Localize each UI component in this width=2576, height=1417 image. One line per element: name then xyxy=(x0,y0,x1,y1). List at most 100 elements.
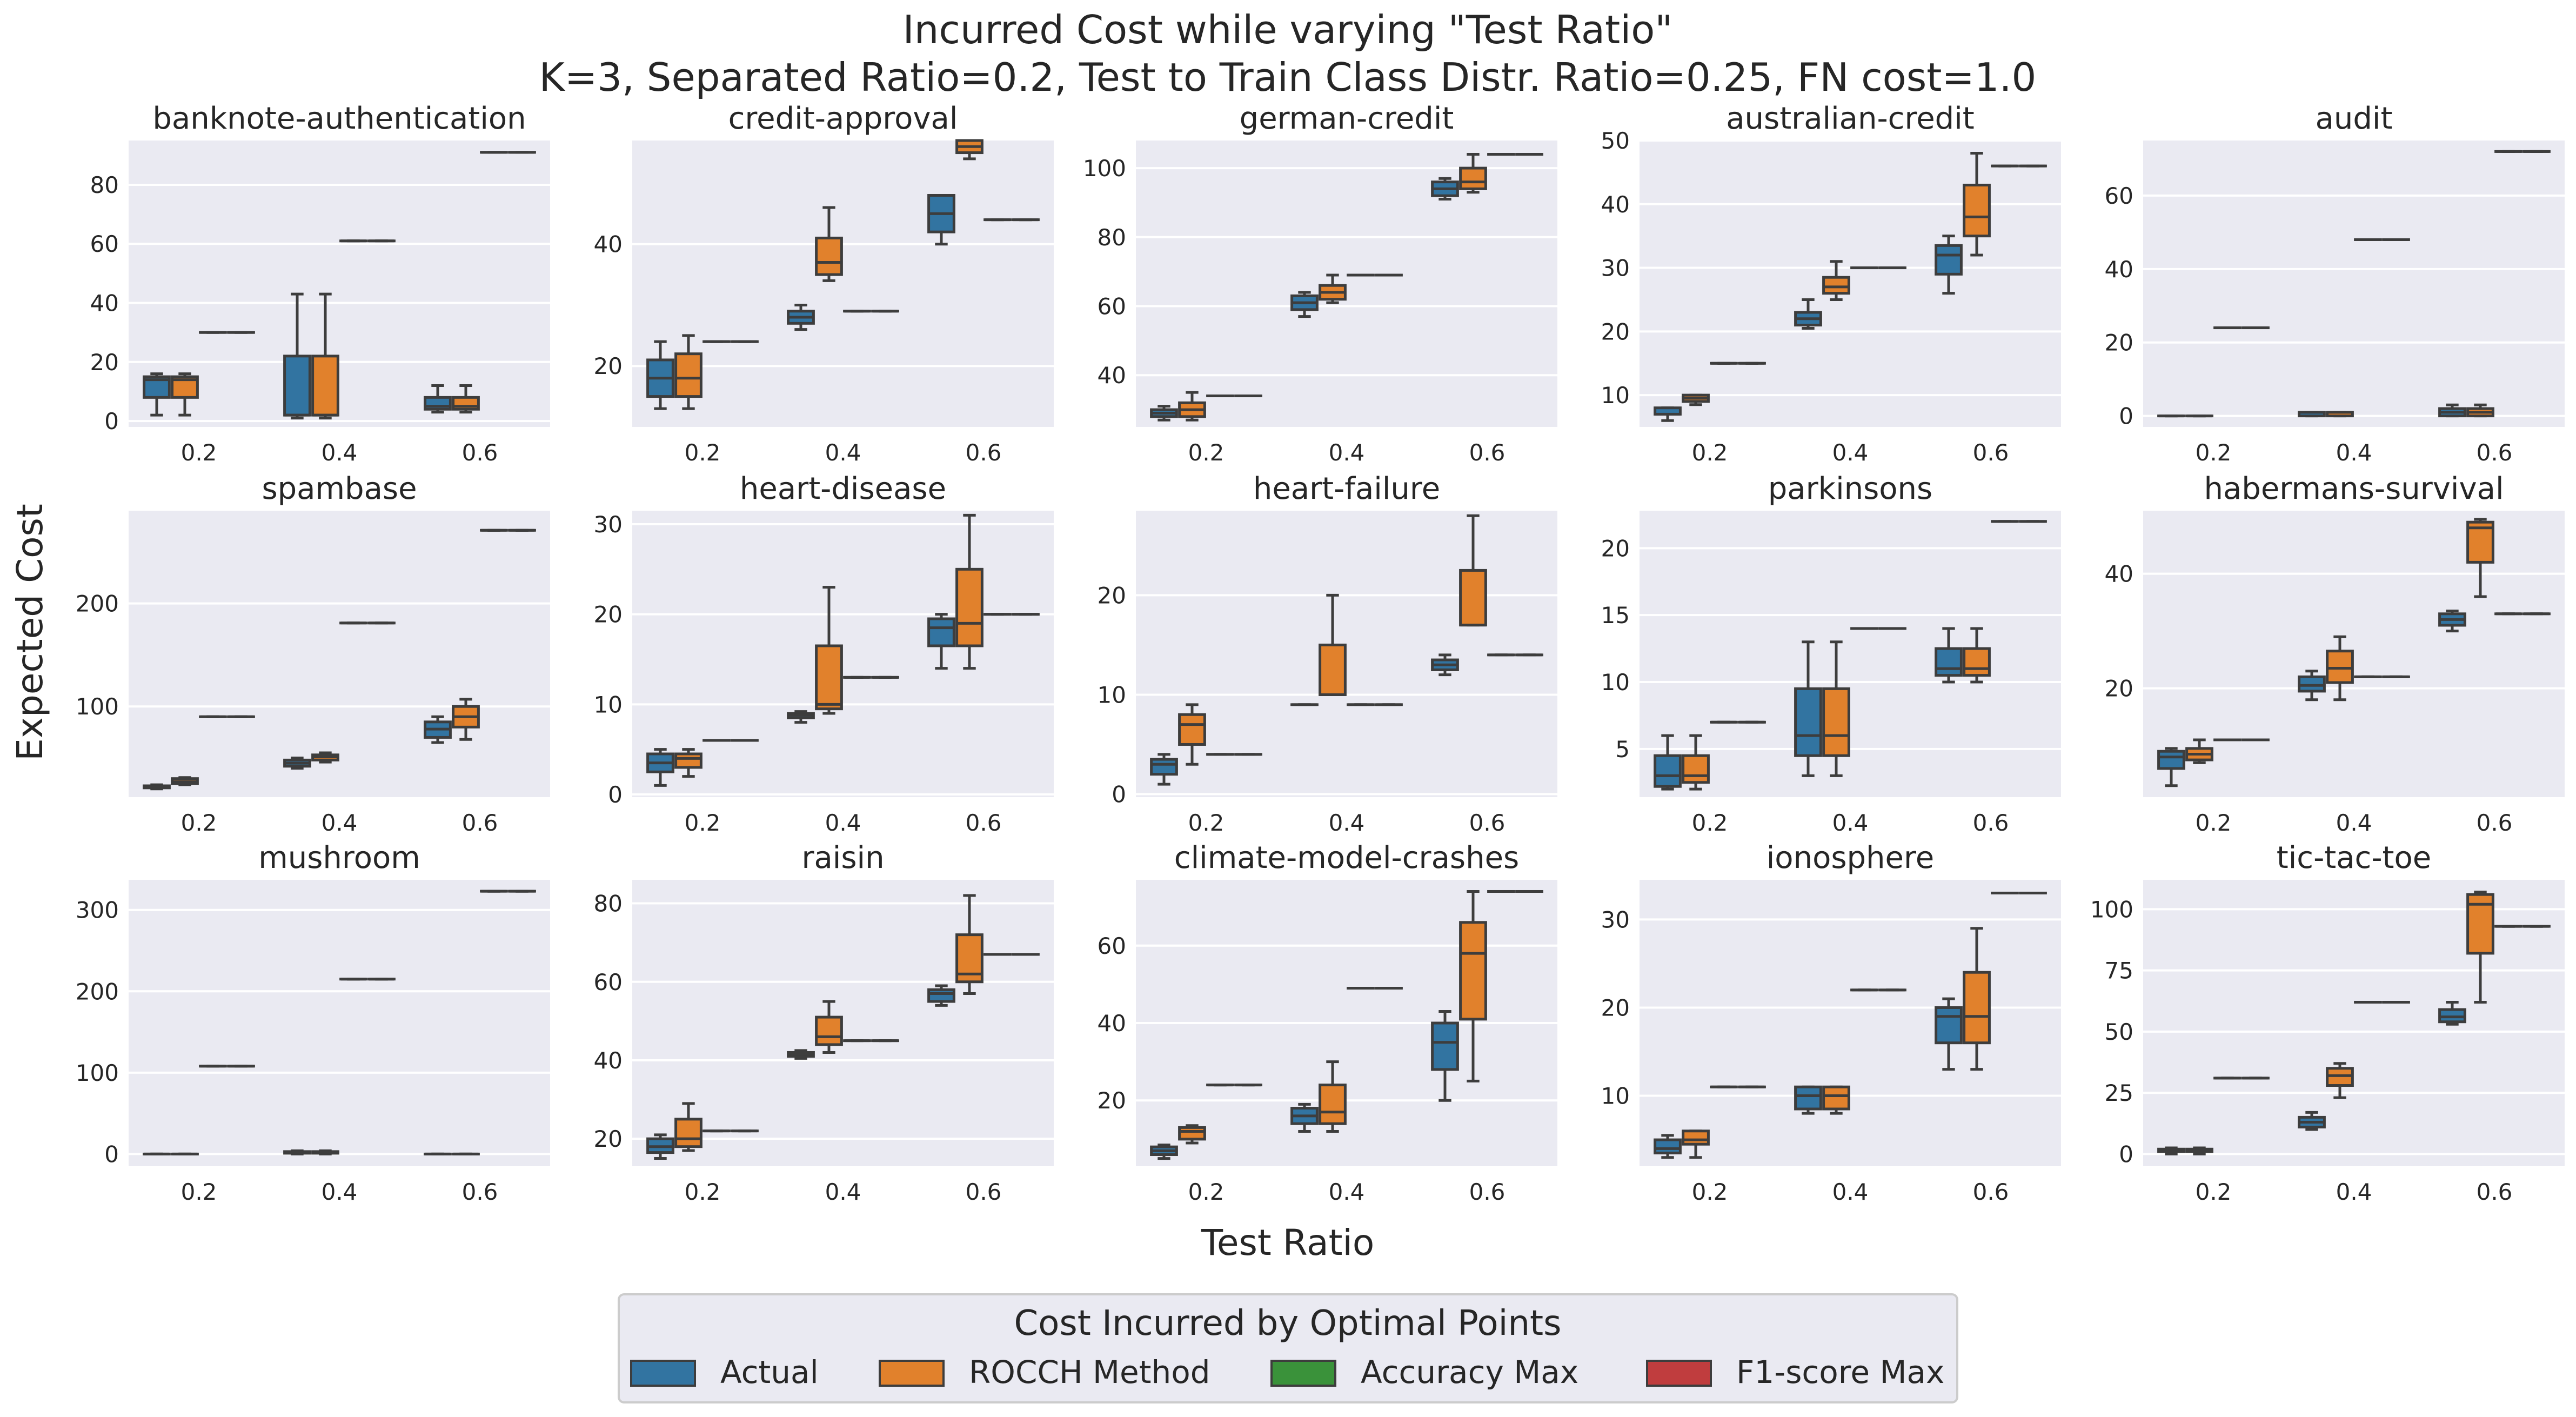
plot-area xyxy=(129,511,550,797)
x-tick-label: 0.4 xyxy=(1832,439,1869,466)
box-Actual-0.4 xyxy=(2298,411,2326,418)
box-ROCCH Method-0.2 xyxy=(674,748,702,778)
x-tick-label: 0.2 xyxy=(181,439,217,466)
box-body xyxy=(1654,1138,1682,1155)
box-body xyxy=(815,236,843,276)
subplot-climate-model-crashes: climate-model-crashes 20 40 60 0.2 0.4 0.6 xyxy=(1098,840,1557,1205)
box-body xyxy=(1459,921,1487,1021)
box-body xyxy=(815,1015,843,1046)
box-Actual-0.6 xyxy=(2438,610,2466,633)
plot-area xyxy=(1136,141,1557,427)
x-tick-label: 0.6 xyxy=(1973,439,2009,466)
subplot-spambase: spambase 100 200 0.2 0.4 0.6 xyxy=(76,471,550,836)
subplot-habermans-survival: habermans-survival 20 40 0.2 0.4 0.6 xyxy=(2105,471,2565,836)
plot-area xyxy=(632,511,1054,797)
plot-area xyxy=(129,880,550,1166)
x-tick-label: 0.6 xyxy=(1469,1179,1506,1205)
box-Actual-0.4 xyxy=(1794,298,1822,330)
box-body xyxy=(311,355,339,417)
y-tick-label: 20 xyxy=(594,601,623,628)
box-body xyxy=(2326,650,2354,684)
box-Actual-0.6 xyxy=(927,613,955,670)
box-Actual-0.4 xyxy=(787,303,815,331)
box-ROCCH Method-0.4 xyxy=(2326,635,2354,701)
y-tick-label: 10 xyxy=(1098,681,1126,708)
box-ROCCH Method-0.6 xyxy=(1459,514,1487,627)
x-tick-label: 0.6 xyxy=(1469,439,1506,466)
legend-swatch xyxy=(630,1360,696,1387)
subplot-title: australian-credit xyxy=(1726,101,1975,136)
subplot-mushroom: mushroom 0 100 200 300 0.2 0.4 0.6 xyxy=(76,840,550,1205)
y-tick-label: 30 xyxy=(1601,255,1630,282)
y-tick-label: 25 xyxy=(2105,1080,2133,1106)
y-tick-label: 60 xyxy=(90,231,119,257)
box-body xyxy=(1794,687,1822,757)
box-ROCCH Method-0.4 xyxy=(1319,593,1347,696)
y-tick-label: 80 xyxy=(1098,224,1126,251)
plot-area xyxy=(2143,141,2565,427)
plot-area xyxy=(129,141,550,427)
box-Actual-0.4 xyxy=(283,757,311,770)
box-Actual-0.2 xyxy=(1150,1144,1178,1160)
box-ROCCH Method-0.2 xyxy=(2185,1146,2213,1155)
box-body xyxy=(1822,1085,1850,1111)
x-tick-label: 0.6 xyxy=(462,439,498,466)
box-body xyxy=(1319,643,1347,696)
x-tick-label: 0.2 xyxy=(2196,1179,2232,1205)
box-ROCCH Method-0.4 xyxy=(1822,640,1850,777)
y-tick-label: 5 xyxy=(1615,736,1630,763)
x-tick-label: 0.6 xyxy=(1973,1179,2009,1205)
y-tick-label: 50 xyxy=(2105,1019,2133,1045)
subplot-title: ionosphere xyxy=(1767,840,1935,875)
box-Actual-0.2 xyxy=(646,1133,674,1160)
x-tick-label: 0.4 xyxy=(825,1179,861,1205)
box-ROCCH Method-0.2 xyxy=(2185,738,2213,764)
box-body xyxy=(2298,675,2326,693)
x-tick-label: 0.2 xyxy=(1692,810,1728,836)
x-tick-label: 0.2 xyxy=(1692,439,1728,466)
x-tick-label: 0.6 xyxy=(2477,810,2513,836)
x-tick-label: 0.2 xyxy=(685,1179,721,1205)
box-Actual-0.2 xyxy=(143,372,171,417)
x-tick-label: 0.6 xyxy=(966,439,1002,466)
legend-swatch xyxy=(1270,1360,1336,1387)
box-Actual-0.2 xyxy=(2157,747,2185,787)
box-body xyxy=(1935,1006,1963,1045)
legend-swatch xyxy=(879,1360,945,1387)
y-tick-label: 20 xyxy=(1601,535,1630,562)
box-ROCCH Method-0.2 xyxy=(1178,391,1206,422)
legend-items: Actual ROCCH Method Accuracy Max F1-score M… xyxy=(630,1354,1944,1391)
y-tick-label: 30 xyxy=(1601,906,1630,933)
figure-title-line1: Incurred Cost while varying "Test Ratio" xyxy=(903,7,1673,52)
box-body xyxy=(1459,166,1487,190)
y-tick-label: 40 xyxy=(2105,256,2133,283)
y-tick-label: 40 xyxy=(594,1047,623,1074)
box-ROCCH Method-0.4 xyxy=(311,292,339,420)
box-ROCCH Method-0.4 xyxy=(311,1149,339,1155)
box-body xyxy=(1935,647,1963,677)
y-tick-label: 20 xyxy=(2105,676,2133,702)
x-tick-label: 0.4 xyxy=(2336,810,2372,836)
box-Actual-0.2 xyxy=(1654,406,1682,422)
box-body xyxy=(1682,1129,1710,1146)
subplot-tic-tac-toe: tic-tac-toe 0 25 50 75 100 0.2 0.4 0.6 xyxy=(2090,840,2565,1205)
box-Actual-0.2 xyxy=(1150,405,1178,422)
box-ROCCH Method-0.2 xyxy=(1682,734,1710,791)
box-ROCCH Method-0.4 xyxy=(311,751,339,764)
box-body xyxy=(1654,754,1682,788)
y-axis-label: Expected Cost xyxy=(9,504,51,761)
box-Actual-0.6 xyxy=(2438,403,2466,418)
box-ROCCH Method-0.6 xyxy=(1963,627,1991,684)
box-Actual-0.2 xyxy=(143,783,171,791)
subplot-parkinsons: parkinsons 5 10 15 20 0.2 0.4 0.6 xyxy=(1601,471,2061,836)
box-body xyxy=(1682,754,1710,784)
x-tick-label: 0.2 xyxy=(2196,439,2232,466)
y-tick-label: 20 xyxy=(594,1126,623,1152)
subplot-title: tic-tac-toe xyxy=(2277,840,2431,875)
box-Actual-0.6 xyxy=(424,715,452,744)
y-tick-label: 40 xyxy=(594,231,623,258)
box-ROCCH Method-0.4 xyxy=(2326,411,2354,418)
x-tick-label: 0.4 xyxy=(1832,810,1869,836)
box-body xyxy=(1963,971,1991,1045)
x-tick-label: 0.6 xyxy=(1973,810,2009,836)
